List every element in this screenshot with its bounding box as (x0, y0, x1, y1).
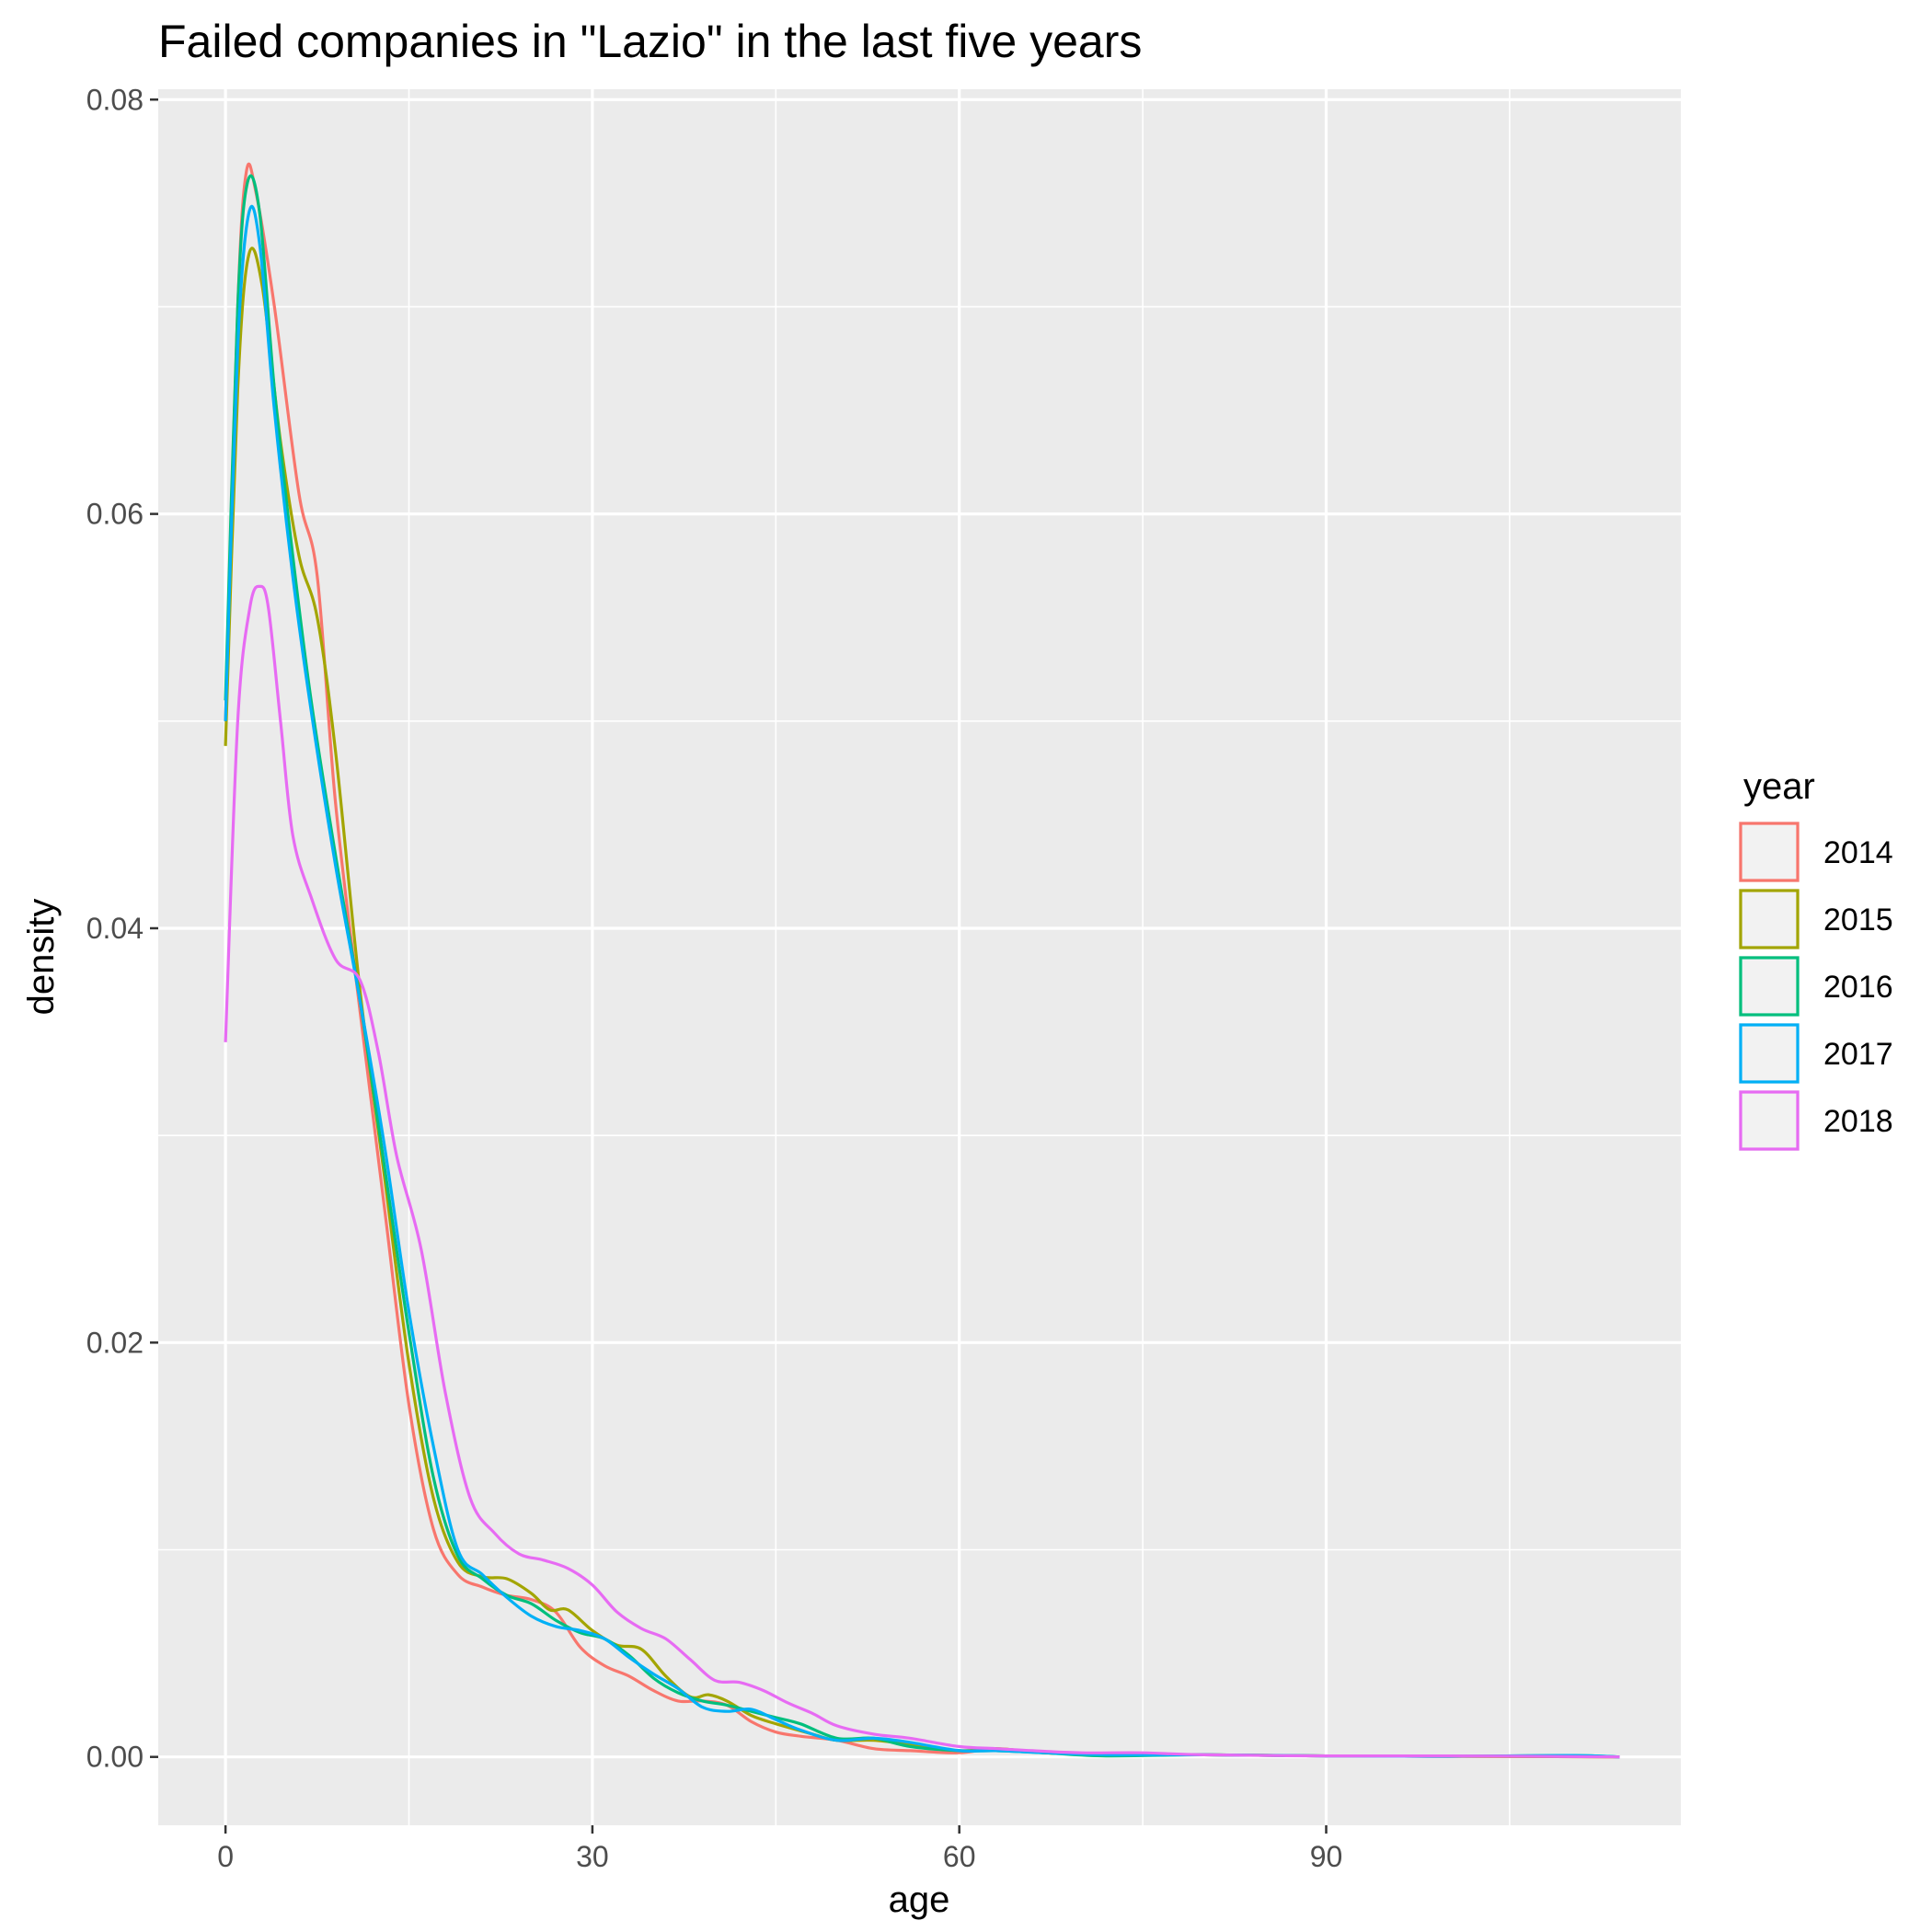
y-tick-label: 0.06 (86, 498, 144, 531)
legend-key-bg (1739, 1090, 1800, 1151)
y-tick-label: 0.08 (86, 83, 144, 116)
legend-label-2018: 2018 (1823, 1104, 1893, 1139)
y-tick-label: 0.00 (86, 1741, 144, 1774)
y-axis-title: density (21, 899, 62, 1016)
grid-lines (158, 89, 1681, 1825)
legend-key-bg (1739, 889, 1800, 949)
legend-key-2014 (1739, 822, 1800, 882)
legend-label-2014: 2014 (1823, 835, 1893, 870)
x-tick-label: 60 (943, 1840, 976, 1873)
chart-title: Failed companies in "Lazio" in the last … (158, 16, 1142, 67)
plot-panel (158, 89, 1681, 1825)
legend-label-2017: 2017 (1823, 1037, 1893, 1072)
x-tick-label: 90 (1310, 1840, 1343, 1873)
legend-key-2015 (1739, 889, 1800, 949)
legend-title: year (1743, 766, 1815, 807)
legend-key-bg (1739, 956, 1800, 1017)
x-tick-label: 30 (576, 1840, 609, 1873)
series-lines (224, 162, 1620, 1759)
legend-key-2016 (1739, 956, 1800, 1017)
y-tick-label: 0.04 (86, 912, 144, 945)
x-axis-title: age (889, 1880, 950, 1920)
legend: year 2014 2015 2016 2017 2018 (1739, 766, 1893, 1151)
legend-key-2018 (1739, 1090, 1800, 1151)
series-line-2018 (224, 584, 1620, 1759)
legend-key-2017 (1739, 1023, 1800, 1084)
legend-key-bg (1739, 1023, 1800, 1084)
y-tick-label: 0.02 (86, 1326, 144, 1359)
legend-label-2016: 2016 (1823, 970, 1893, 1005)
x-tick-label: 0 (217, 1840, 234, 1873)
legend-key-bg (1739, 822, 1800, 882)
legend-label-2015: 2015 (1823, 903, 1893, 937)
axes: 0.00 0.02 0.04 0.06 0.08 0 30 60 90 (86, 83, 1343, 1873)
